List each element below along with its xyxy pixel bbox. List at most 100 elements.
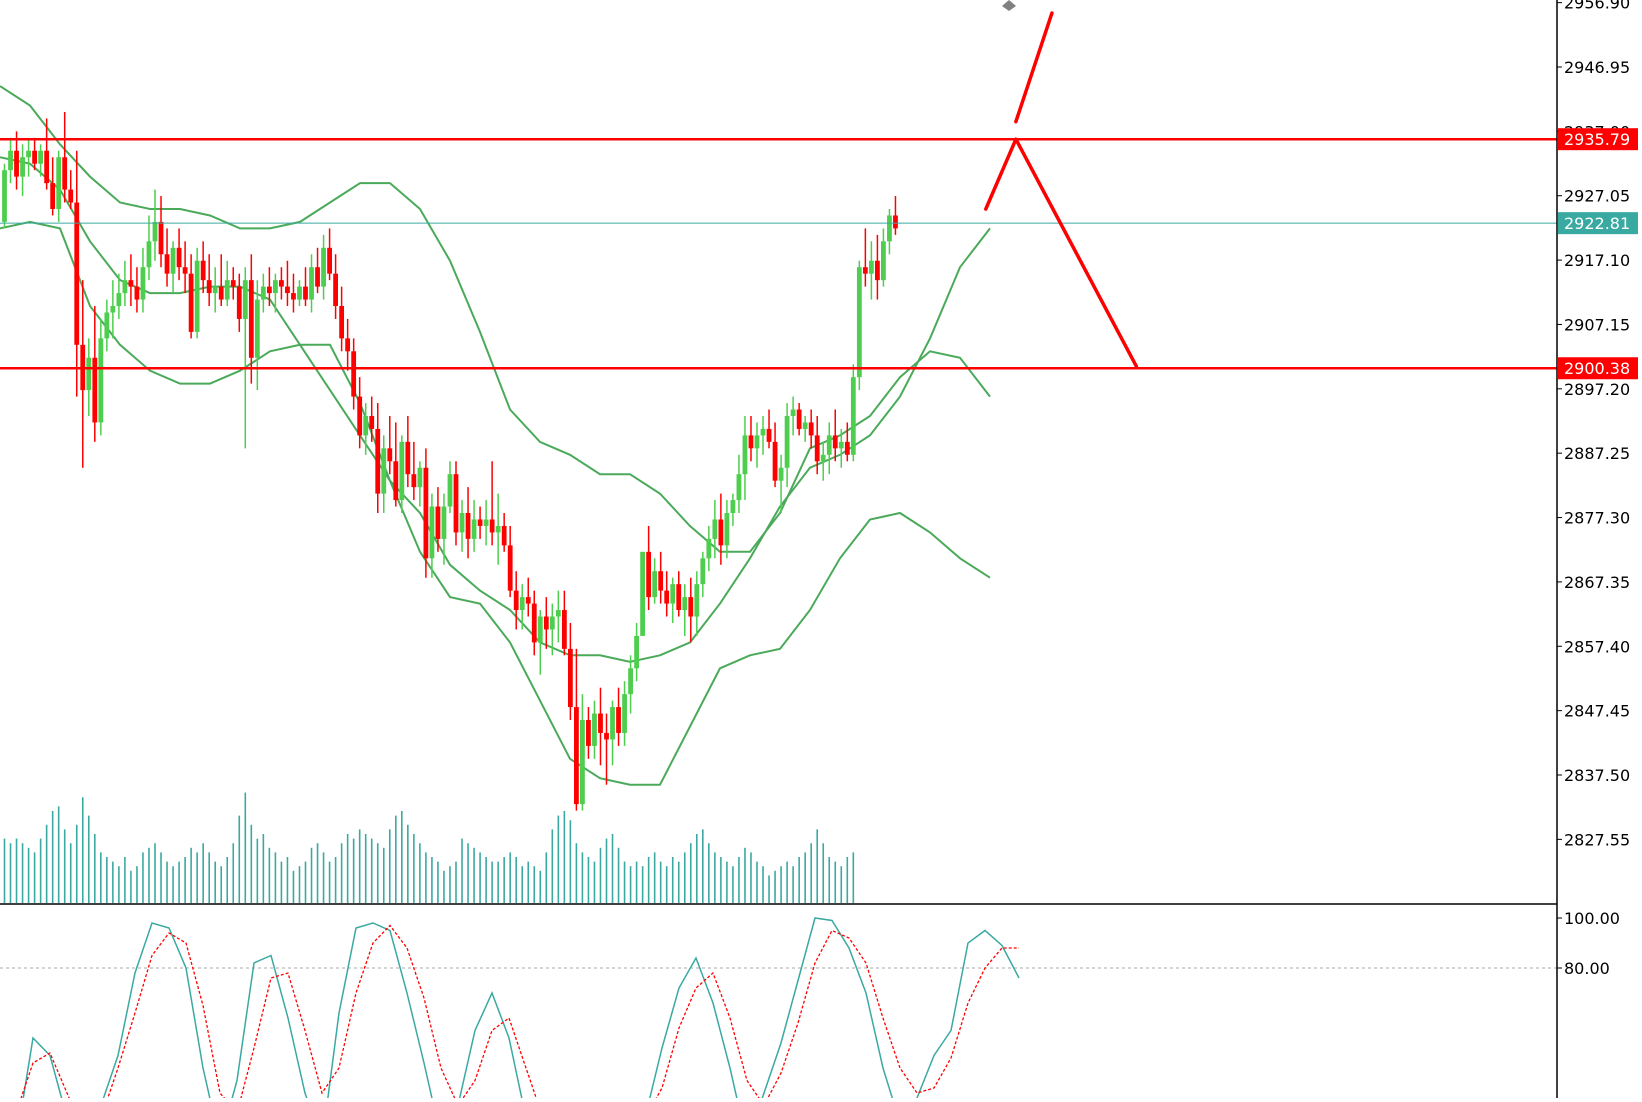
candle-body	[531, 603, 537, 643]
candle-body	[411, 474, 417, 488]
candle-body	[381, 448, 387, 494]
bullish-candle	[104, 299, 110, 352]
bearish-candle	[339, 286, 345, 352]
candle-body	[441, 506, 447, 539]
candle-body	[32, 150, 37, 164]
bearish-candle	[718, 493, 724, 565]
bullish-candle	[537, 610, 543, 675]
bullish-candle	[8, 137, 13, 184]
level-badge-1-text: 2935.79	[1564, 130, 1630, 149]
candle-body	[850, 377, 856, 455]
bullish-candle	[868, 241, 874, 300]
candle-body	[592, 713, 597, 746]
candle-body	[742, 435, 748, 475]
bullish-candle	[724, 500, 730, 559]
bullish-candle	[610, 700, 615, 766]
candle-body	[682, 597, 688, 611]
candle-body	[152, 221, 158, 242]
candle-body	[194, 260, 200, 332]
candle-body	[586, 720, 591, 746]
bullish-candle	[736, 454, 742, 514]
bullish-candle	[194, 247, 200, 339]
current-price-badge-bg	[1558, 212, 1638, 235]
bearish-candle	[513, 571, 519, 630]
bullish-candle	[700, 551, 706, 598]
axis-tick-label: 2847.45	[1564, 702, 1630, 721]
candle-body	[260, 286, 266, 300]
bullish-candle	[838, 428, 844, 468]
candle-body	[826, 435, 832, 455]
bearish-candle	[543, 597, 549, 649]
candle-body	[561, 610, 567, 649]
candle-body	[881, 241, 886, 281]
bullish-candle	[652, 558, 658, 604]
axis-tick-label: 2887.25	[1564, 444, 1630, 463]
bearish-candle	[574, 648, 579, 811]
bearish-candle	[748, 415, 754, 462]
bearish-candle	[345, 318, 351, 371]
axis-tick-label: 2877.30	[1564, 509, 1630, 528]
stochastic-tick-label: 80.00	[1564, 959, 1610, 978]
bullish-candle	[471, 500, 477, 552]
axis-tick-label: 2897.20	[1564, 380, 1630, 399]
bullish-candle	[56, 150, 62, 222]
candle-body	[435, 506, 441, 539]
level-badge-2: 2900.38	[1558, 357, 1638, 380]
level-badge-2-bg	[1558, 357, 1638, 380]
candle-body	[766, 428, 772, 442]
candle-body	[616, 707, 621, 733]
bullish-candle	[706, 525, 712, 572]
candle-body	[56, 157, 62, 209]
bearish-candle	[357, 377, 363, 449]
candle-body	[405, 441, 411, 475]
projection-lines	[984, 0, 1139, 368]
bullish-candle	[790, 396, 796, 436]
candle-body	[176, 247, 182, 268]
candle-body	[483, 519, 489, 526]
candle-body	[802, 422, 808, 429]
candle-body	[610, 707, 615, 740]
current-price-badge: 2922.81	[1558, 212, 1638, 235]
level-badge-1-bg	[1558, 128, 1638, 151]
bullish-candle	[628, 655, 633, 714]
candle-body	[375, 428, 381, 494]
bearish-candle	[158, 196, 164, 268]
candle-body	[893, 215, 898, 229]
volume-histogram	[3, 792, 855, 903]
candle-body	[387, 448, 393, 462]
candle-body	[170, 247, 176, 274]
candle-body	[20, 157, 25, 177]
axis-tick-label: 2827.55	[1564, 830, 1630, 849]
bearish-candle	[164, 228, 170, 287]
candle-body	[640, 551, 646, 636]
axis-tick-label: 2927.05	[1564, 187, 1630, 206]
bollinger-lower-band	[0, 220, 991, 786]
candle-body	[327, 247, 332, 274]
bullish-candle	[321, 234, 326, 300]
bullish-candle	[694, 571, 700, 636]
candle-body	[513, 590, 519, 611]
bearish-candle	[74, 150, 80, 397]
candle-body	[116, 293, 122, 307]
bearish-candle	[315, 247, 320, 294]
candle-body	[658, 571, 664, 591]
bullish-candle	[887, 208, 892, 255]
candle-body	[110, 306, 116, 313]
bearish-candle	[176, 228, 182, 281]
candle-body	[784, 415, 790, 468]
candle-body	[567, 648, 573, 708]
bearish-candle	[14, 131, 19, 190]
bullish-candle	[778, 454, 784, 514]
candle-body	[68, 189, 74, 203]
candle-body	[423, 467, 429, 559]
candle-body	[778, 467, 784, 481]
candle-body	[887, 215, 892, 242]
bullish-candle	[580, 694, 585, 811]
level-badge-1: 2935.79	[1558, 128, 1638, 151]
bullish-candle	[224, 260, 230, 307]
candle-body	[760, 428, 766, 436]
bearish-candle	[525, 577, 531, 617]
bearish-candle	[423, 448, 429, 578]
